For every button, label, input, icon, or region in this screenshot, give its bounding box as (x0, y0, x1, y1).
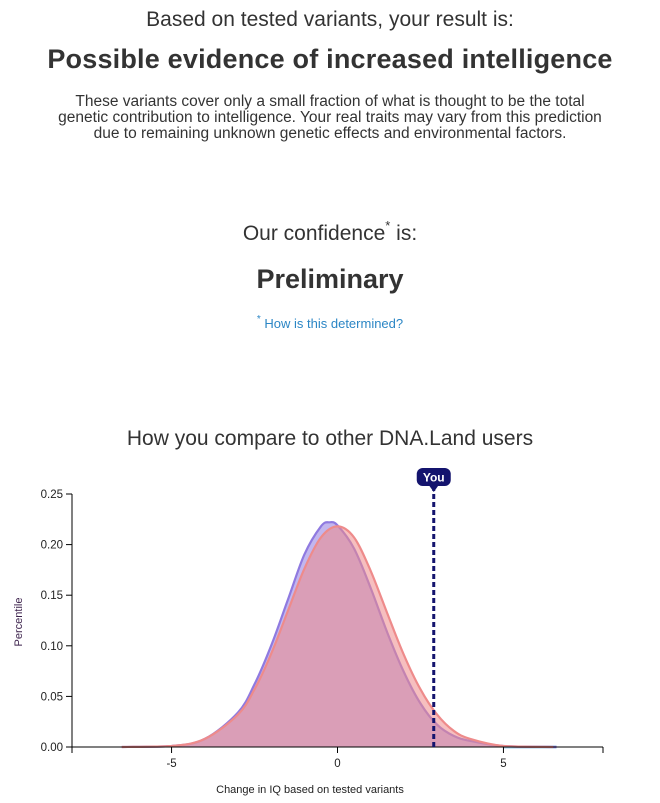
confidence-label: Our confidence (242, 222, 386, 245)
result-heading: Possible evidence of increased intellige… (47, 44, 613, 74)
x-tick-label: -5 (166, 758, 176, 770)
how-determined-link[interactable]: * How is this determined? (0, 314, 660, 331)
confidence-asterisk: * (385, 218, 391, 233)
y-tick-label: 0.25 (41, 489, 63, 501)
y-tick-label: 0.20 (41, 540, 63, 552)
confidence-level: Preliminary (256, 264, 404, 294)
you-marker-label: You (423, 471, 445, 485)
you-marker-pointer (428, 485, 439, 492)
x-axis-label: Change in IQ based on tested variants (216, 784, 404, 796)
y-axis-label: Percentile (13, 598, 25, 647)
comparison-title: How you compare to other DNA.Land users (126, 427, 534, 450)
you-marker: You (416, 468, 451, 747)
confidence-suffix: is: (390, 222, 418, 245)
series-b-area (121, 526, 554, 747)
x-tick-label: 0 (334, 758, 340, 770)
confidence-heading: Our confidence* is: (0, 218, 660, 246)
link-asterisk: * (256, 314, 261, 325)
you-marker-badge (416, 468, 451, 486)
y-tick-label: 0.05 (41, 691, 63, 703)
y-tick-label: 0.15 (41, 590, 63, 602)
distribution-areas (121, 520, 557, 749)
distribution-chart: 0.00 0.05 0.10 0.15 0.20 0.25 -5 0 5 You Percen… (13, 468, 604, 796)
y-tick-label: 0.00 (41, 742, 63, 754)
x-tick-label: 5 (500, 758, 506, 770)
series-b-line (121, 525, 554, 749)
y-tick-label: 0.10 (41, 641, 63, 653)
y-axis: 0.00 0.05 0.10 0.15 0.20 0.25 (41, 489, 73, 754)
x-axis: -5 0 5 (71, 746, 604, 770)
result-lead-text: Based on tested variants, your result is… (146, 8, 514, 31)
disclaimer-text: These variants cover only a small fracti… (58, 93, 602, 142)
how-determined-link-text: How is this determined? (260, 316, 404, 331)
